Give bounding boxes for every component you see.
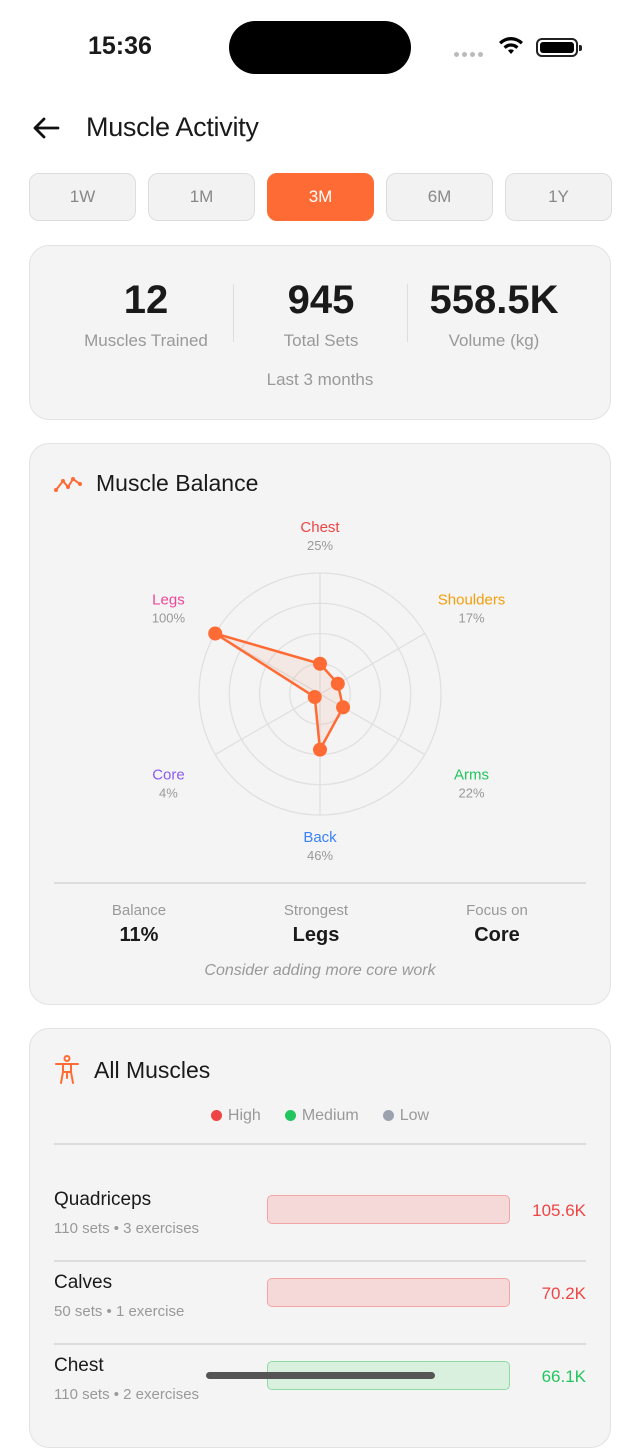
stat-label: Total Sets [283,331,359,350]
muscle-row[interactable]: Quadriceps 110 sets • 3 exercises 105.6K [54,1189,586,1272]
card-title-text: Muscle Balance [96,470,259,496]
data-point [313,656,327,671]
stat-value: 558.5K [429,278,559,322]
legend-medium: Medium [284,1107,359,1125]
divider [54,1343,586,1345]
intensity-legend: High Medium Low [30,1107,610,1125]
focus-stat: Focus on Core [407,902,587,947]
stat-label: Focus on [466,902,528,919]
muscle-sets: 110 sets • 2 exercises [54,1386,200,1403]
tab-1y[interactable]: 1Y [505,173,612,221]
card-title: All Muscles [54,1055,210,1085]
tab-6m[interactable]: 6M [386,173,493,221]
muscle-sets: 50 sets • 1 exercise [54,1303,185,1320]
muscle-sets: 110 sets • 3 exercises [54,1220,200,1237]
axis-label-back: Back [303,829,337,846]
muscle-name: Quadriceps [54,1189,152,1210]
axis-label-core: Core [152,767,185,784]
stat-value: 12 [123,278,169,322]
axis-value: 22% [459,786,485,801]
home-indicator [206,1372,435,1379]
summary-card: 12 Muscles Trained 945 Total Sets 558.5K Vo… [29,245,611,420]
stat-label: Volume (kg) [448,331,540,350]
divider [407,284,408,342]
arrow-left-icon[interactable] [32,116,60,140]
divider [54,1143,586,1145]
axis-label-arms: Arms [454,767,489,784]
divider [54,882,586,884]
card-title-text: All Muscles [94,1056,211,1083]
data-point [208,626,223,641]
stat-volume: 558.5K Volume (kg) [399,278,589,351]
axis-value: 100% [152,611,186,626]
axis-value: 25% [307,538,333,553]
person-body-icon [55,1055,79,1084]
tab-1m[interactable]: 1M [148,173,255,221]
legend-label: Low [399,1107,430,1124]
muscle-name: Chest [54,1355,104,1376]
stat-label: Balance [111,902,167,919]
legend-low: Low [382,1107,430,1125]
stat-value: Legs [292,924,340,946]
card-title: Muscle Balance [54,470,258,497]
axis-label-shoulders: Shoulders [438,592,506,609]
data-point [330,676,345,691]
volume-bar [267,1278,510,1307]
radar-chart: Chest 25% Shoulders 17% Arms 22% Back 46% Core 4%… [152,519,506,863]
legend-high: High [210,1107,261,1125]
axis-line [214,693,321,756]
radar-series [213,632,345,751]
stat-muscles-trained: 12 Muscles Trained [51,278,241,351]
data-point [336,700,351,715]
muscle-balance-card: Muscle Balance Chest 25% Shoulders 17% Arms 2… [29,443,611,1005]
divider [233,284,234,342]
wifi-icon [499,37,523,54]
axis-label-chest: Chest [300,519,340,536]
stat-label: Muscles Trained [84,331,208,350]
data-point [313,742,327,757]
signal-icon [454,52,483,57]
legend-label: High [227,1107,261,1124]
muscle-volume: 66.1K [541,1367,586,1386]
balance-hint: Consider adding more core work [204,962,436,979]
muscle-name: Calves [54,1272,113,1293]
data-point [307,690,322,705]
stat-total-sets: 945 Total Sets [226,278,416,351]
stat-value: 11% [119,924,159,946]
strongest-stat: Strongest Legs [226,902,406,947]
period-tabs: 1W 1M 3M 6M 1Y [29,173,612,221]
volume-bar [267,1195,510,1224]
tab-1w[interactable]: 1W [29,173,136,221]
legend-label: Medium [301,1107,359,1124]
trend-line-icon [54,476,82,492]
muscle-row[interactable]: Calves 50 sets • 1 exercise 70.2K [54,1272,586,1355]
header: Muscle Activity [32,112,259,143]
axis-value: 46% [307,848,333,863]
muscle-volume: 70.2K [541,1284,586,1303]
divider [54,1260,586,1262]
muscle-volume: 105.6K [532,1201,586,1220]
muscle-row[interactable]: Chest 110 sets • 2 exercises 66.1K [54,1355,586,1438]
all-muscles-card: All Muscles High Medium Low Quadriceps 1… [29,1028,611,1448]
stat-label: Strongest [283,902,349,919]
balance-stat: Balance 11% [49,902,229,947]
status-bar: 15:36 [0,0,640,95]
axis-value: 4% [159,786,178,801]
axis-value: 17% [459,611,485,626]
battery-icon [536,38,582,57]
stat-value: Core [474,924,520,946]
clock: 15:36 [88,32,152,60]
dynamic-island [229,21,411,74]
axis-label-legs: Legs [152,592,185,609]
period-label: Last 3 months [266,370,374,389]
tab-3m[interactable]: 3M [267,173,374,221]
stat-value: 945 [287,278,355,322]
page-title: Muscle Activity [86,112,259,142]
